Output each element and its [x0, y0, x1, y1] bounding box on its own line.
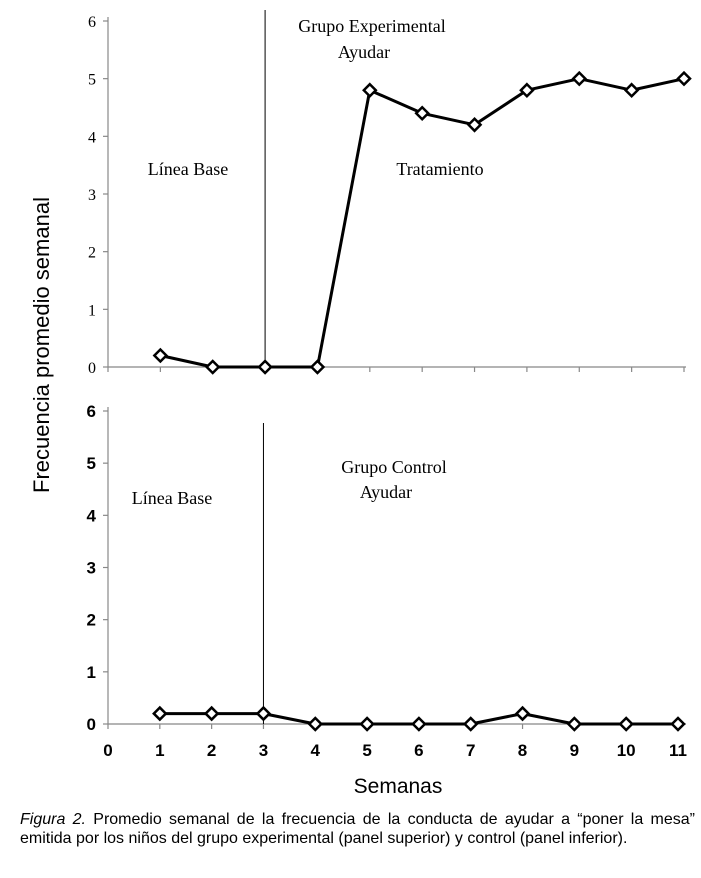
- y-tick-label: 6: [88, 14, 96, 31]
- x-tick-label: 6: [414, 741, 423, 760]
- data-point: [152, 705, 168, 722]
- panel-title-line: Grupo Control: [341, 457, 447, 477]
- panel-title-line: Grupo Experimental: [298, 16, 445, 36]
- caption-text: Promedio semanal de la frecuencia de la …: [20, 811, 695, 847]
- phase-label: Línea Base: [132, 488, 212, 508]
- y-tick-label: 2: [88, 245, 96, 262]
- data-point: [618, 716, 634, 732]
- x-tick-label: 1: [155, 741, 164, 760]
- x-tick-label: 5: [362, 741, 371, 760]
- data-point: [566, 716, 583, 732]
- panel-title-line: Ayudar: [338, 42, 390, 62]
- y-tick-label: 5: [88, 72, 96, 89]
- data-point: [514, 705, 531, 722]
- data-point: [257, 359, 273, 375]
- x-axis-label: Semanas: [354, 775, 443, 798]
- x-tick-label: 11: [669, 741, 687, 760]
- data-point: [676, 70, 692, 87]
- y-tick-label: 4: [88, 129, 96, 146]
- phase-label: Tratamiento: [396, 159, 483, 179]
- y-tick-label: 1: [88, 302, 96, 319]
- y-tick-label: 0: [87, 715, 96, 734]
- data-point: [670, 716, 686, 732]
- data-point: [204, 359, 221, 375]
- x-tick-label: 0: [103, 741, 112, 760]
- data-point: [359, 716, 375, 732]
- data-point: [362, 82, 378, 98]
- y-tick-label: 5: [87, 454, 96, 473]
- phase-label: Línea Base: [148, 159, 228, 179]
- y-tick-label: 2: [87, 611, 96, 630]
- x-tick-label: 10: [617, 741, 636, 760]
- x-tick-label: 7: [466, 741, 475, 760]
- figure: Frecuencia promedio semanal 0 1 2 3 4 5 6 Grupo…: [29, 10, 692, 798]
- data-point: [571, 70, 588, 87]
- y-tick-label: 4: [87, 506, 97, 525]
- data-point: [411, 716, 427, 732]
- y-tick-label: 0: [88, 360, 96, 377]
- caption-label: Figura 2.: [20, 811, 86, 828]
- data-point: [466, 117, 483, 133]
- data-point: [519, 82, 535, 98]
- y-axis-label: Frecuencia promedio semanal: [29, 197, 54, 493]
- data-point: [307, 716, 324, 732]
- data-point: [309, 359, 326, 375]
- x-tick-label: 4: [311, 741, 321, 760]
- data-point: [203, 705, 220, 722]
- y-tick-label: 3: [88, 187, 96, 204]
- x-tick-label: 3: [259, 741, 268, 760]
- x-tick-label: 2: [207, 741, 216, 760]
- control-panel: 0 1 2 3 4 5 6 0 1 2 3 4 5 6 7 8 9 10 11 Grupo Control Ayudar…: [87, 402, 687, 760]
- x-tick-label: 9: [570, 741, 579, 760]
- data-point: [152, 347, 169, 364]
- data-point: [414, 105, 430, 122]
- x-tick-label: 8: [518, 741, 527, 760]
- data-point: [623, 82, 640, 98]
- y-tick-label: 3: [87, 559, 96, 578]
- figure-caption: Figura 2. Promedio semanal de la frecuen…: [20, 810, 695, 848]
- y-tick-label: 6: [87, 402, 96, 421]
- panel-title-line: Ayudar: [360, 482, 412, 502]
- experimental-panel: 0 1 2 3 4 5 6 Grupo Experimental Ayudar Línea Bas…: [88, 10, 692, 377]
- data-point: [462, 716, 479, 732]
- series-line: [160, 77, 685, 369]
- data-point: [255, 705, 272, 722]
- y-tick-label: 1: [87, 663, 96, 682]
